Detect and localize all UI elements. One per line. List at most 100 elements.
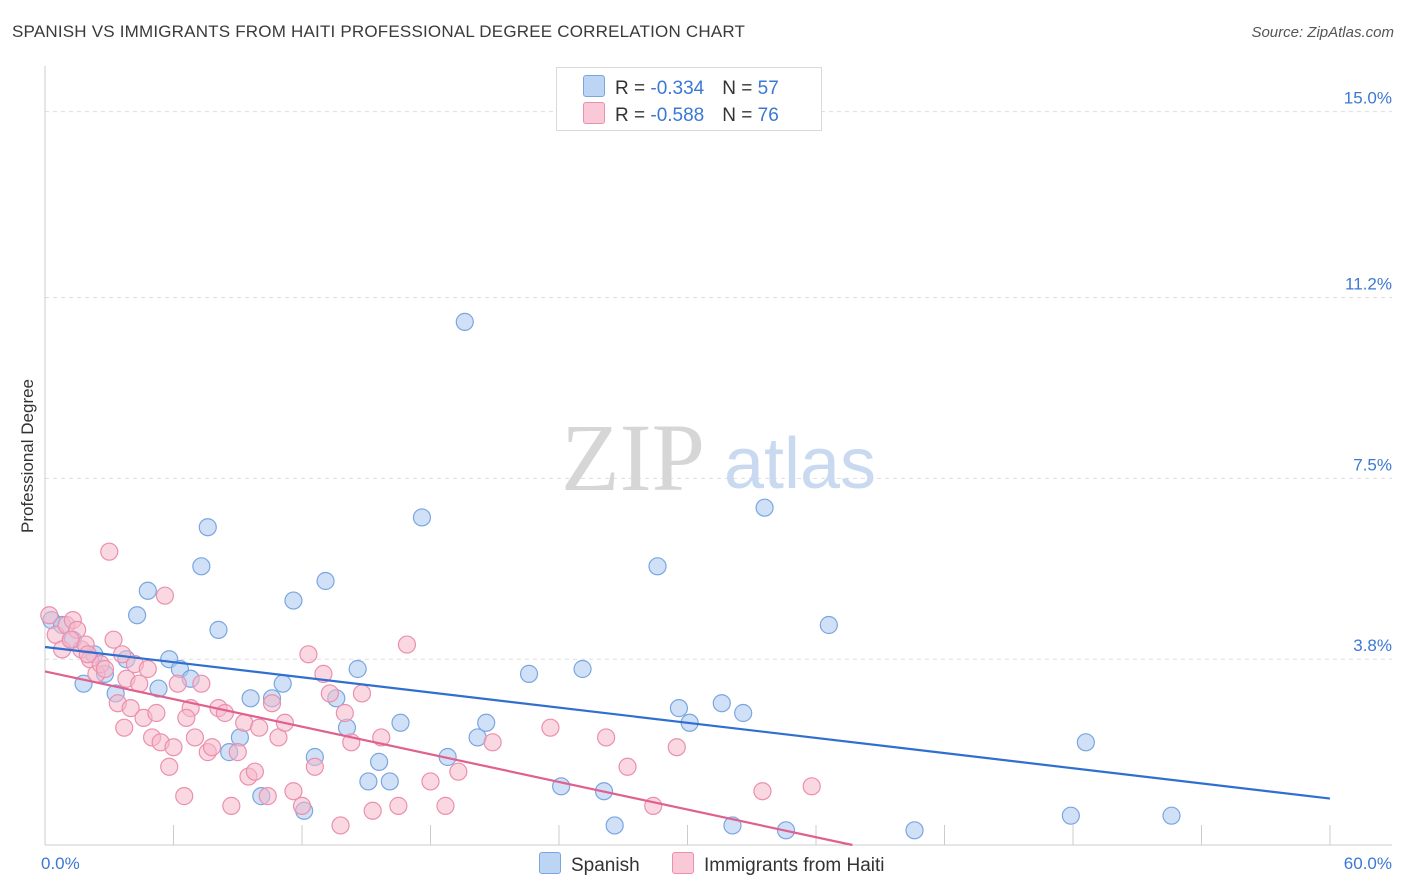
legend-swatch-haiti <box>583 102 605 124</box>
point-haiti <box>160 757 179 776</box>
point-haiti <box>192 674 211 693</box>
point-haiti <box>335 703 354 723</box>
point-spanish <box>359 772 378 791</box>
tick-labels: 3.8% 7.5% 11.2% 15.0% 0.0% 60.0% <box>41 89 1392 873</box>
point-haiti <box>262 694 282 713</box>
point-spanish <box>127 606 147 625</box>
point-spanish <box>412 508 432 527</box>
legend-n-value-spanish: 57 <box>757 78 779 99</box>
point-spanish <box>370 752 389 771</box>
point-haiti <box>250 718 269 737</box>
point-spanish <box>138 581 157 600</box>
point-haiti <box>305 757 324 776</box>
x-tick-label: 0.0% <box>41 854 80 873</box>
point-spanish <box>209 620 228 639</box>
y-tick-label: 15.0% <box>1344 89 1392 108</box>
point-haiti <box>215 703 234 723</box>
point-spanish <box>348 659 367 679</box>
point-haiti <box>245 762 264 781</box>
legend-r-value-spanish: -0.334 <box>650 78 705 99</box>
point-spanish <box>455 312 474 331</box>
point-spanish <box>198 518 217 537</box>
legend-n-value-haiti: 76 <box>757 105 779 126</box>
point-haiti <box>168 674 187 693</box>
point-haiti <box>802 777 821 796</box>
bottom-legend-spanish: Spanish <box>539 852 640 877</box>
bottom-legend-swatch-spanish <box>539 852 561 874</box>
point-spanish <box>149 679 168 698</box>
point-spanish <box>477 713 496 732</box>
point-haiti <box>258 787 277 806</box>
point-spanish <box>1162 806 1181 825</box>
legend-row-haiti: R = -0.588 N = 76 <box>583 102 779 128</box>
trend-line-spanish <box>44 645 1331 800</box>
legend-r-label: R = <box>615 78 651 99</box>
point-spanish <box>648 557 667 576</box>
point-spanish <box>669 699 689 718</box>
legend-r-label: R = <box>615 105 651 126</box>
point-spanish <box>905 821 924 840</box>
point-haiti <box>389 796 408 815</box>
point-haiti <box>61 630 80 649</box>
point-spanish <box>241 689 260 708</box>
point-spanish <box>734 703 753 723</box>
point-spanish <box>380 772 399 791</box>
point-haiti <box>397 635 417 654</box>
y-axis-label: Professional Degree <box>18 378 37 534</box>
point-spanish <box>605 816 624 835</box>
bottom-legend-label-spanish: Spanish <box>571 855 640 876</box>
bottom-legend-label-haiti: Immigrants from Haiti <box>704 855 885 876</box>
point-haiti <box>314 664 333 683</box>
point-haiti <box>618 757 637 776</box>
point-spanish <box>573 659 592 679</box>
point-haiti <box>115 718 134 737</box>
point-haiti <box>164 738 183 757</box>
point-haiti <box>104 630 123 649</box>
point-haiti <box>421 772 440 791</box>
y-tick-label: 3.8% <box>1353 636 1392 655</box>
point-haiti <box>95 659 115 679</box>
chart-title: SPANISH VS IMMIGRANTS FROM HAITI PROFESS… <box>12 22 746 41</box>
point-haiti <box>78 645 97 664</box>
point-haiti <box>222 796 241 815</box>
point-haiti <box>284 782 303 801</box>
legend-n-label: N = <box>722 78 758 99</box>
grid-layer <box>45 111 1392 660</box>
point-haiti <box>667 738 686 757</box>
point-haiti <box>202 738 222 757</box>
point-haiti <box>331 816 350 835</box>
point-haiti <box>597 728 616 747</box>
bottom-legend-swatch-haiti <box>672 852 694 874</box>
legend-row-spanish: R = -0.334 N = 57 <box>583 75 779 101</box>
point-haiti <box>292 796 312 815</box>
point-spanish <box>755 498 774 517</box>
bottom-legend-haiti: Immigrants from Haiti <box>672 852 885 877</box>
legend-n-label: N = <box>722 105 758 126</box>
point-haiti <box>483 733 502 752</box>
point-haiti <box>436 796 455 815</box>
point-haiti <box>100 542 119 561</box>
point-haiti <box>541 718 560 737</box>
point-spanish <box>1076 733 1095 752</box>
point-spanish <box>519 664 539 683</box>
point-haiti <box>363 801 382 820</box>
point-spanish <box>391 713 410 732</box>
legend-r-value-haiti: -0.588 <box>650 105 705 126</box>
point-haiti <box>320 684 339 703</box>
point-haiti <box>155 586 175 605</box>
point-spanish <box>712 694 731 713</box>
y-tick-label: 11.2% <box>1345 274 1392 293</box>
point-haiti <box>175 787 194 806</box>
x-tick-label: 60.0% <box>1344 854 1392 873</box>
y-tick-label: 7.5% <box>1353 455 1392 474</box>
correlation-legend: R = -0.334 N = 57 R = -0.588 N = 76 <box>556 67 822 131</box>
watermark-zip: ZIP <box>561 404 705 511</box>
watermark-atlas: atlas <box>724 424 876 504</box>
point-spanish <box>468 728 487 747</box>
point-spanish <box>273 674 292 693</box>
legend-swatch-spanish <box>583 75 605 97</box>
point-haiti <box>352 684 372 703</box>
trend-line-haiti <box>44 670 853 847</box>
point-haiti <box>138 659 157 679</box>
